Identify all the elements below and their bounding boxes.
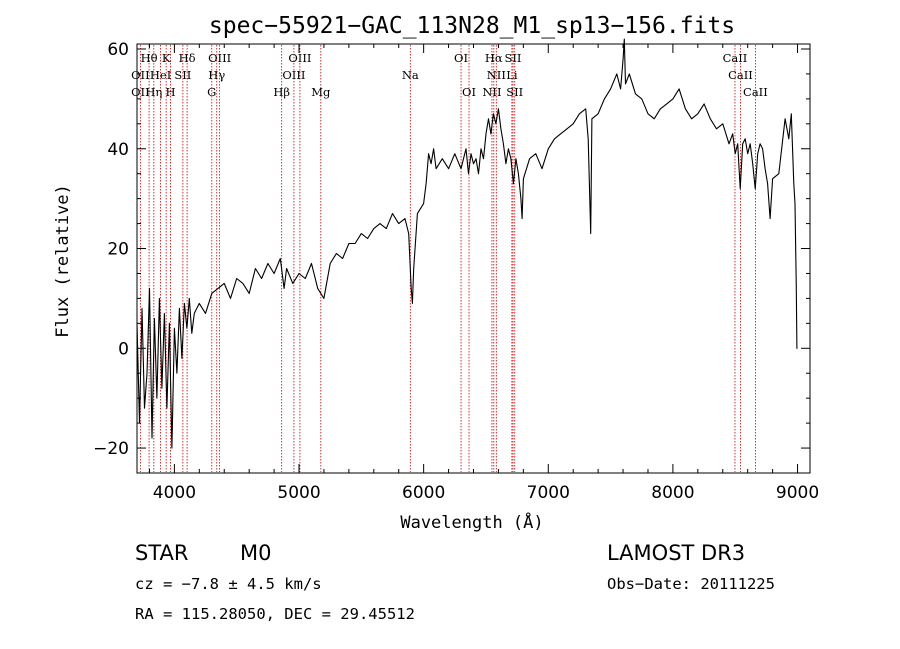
line-label: CaII xyxy=(728,68,753,82)
line-label: OI xyxy=(462,85,476,99)
series-layer xyxy=(136,38,798,449)
x-axis: 4000 5000 6000 7000 8000 9000 xyxy=(148,44,819,503)
line-label: SII xyxy=(505,51,522,65)
line-label: OII xyxy=(131,85,150,99)
y-axis-label: Flux (relative) xyxy=(53,184,73,338)
survey-name: LAMOST DR3 xyxy=(607,541,745,565)
line-label: OII xyxy=(131,68,150,82)
line-label: Hβ xyxy=(273,85,290,99)
line-label: NII xyxy=(487,68,506,82)
line-label: HeI xyxy=(150,68,171,82)
series-line xyxy=(136,38,798,449)
line-label: Hη xyxy=(145,85,162,99)
line-label: Hγ xyxy=(208,68,225,82)
line-label: Mg xyxy=(311,85,331,99)
redshift-cz: cz = −7.8 ± 4.5 km/s xyxy=(135,575,322,593)
y-tick-label: 40 xyxy=(107,140,129,160)
line-label: CaII xyxy=(743,85,768,99)
chart-title: spec−55921−GAC_113N28_M1_sp13−156.fits xyxy=(209,13,735,39)
line-label: Hθ xyxy=(141,51,158,65)
line-label: CaII xyxy=(723,51,748,65)
line-label: OIII xyxy=(288,51,311,65)
line-label: G xyxy=(207,85,216,99)
y-tick-label: 20 xyxy=(107,240,129,260)
x-tick-label: 7000 xyxy=(527,483,570,503)
x-axis-label: Wavelength (Å) xyxy=(400,511,543,533)
line-label: SII xyxy=(174,68,191,82)
coordinates: RA = 115.28050, DEC = 29.45512 xyxy=(135,605,415,623)
x-tick-label: 8000 xyxy=(651,483,694,503)
x-tick-label: 4000 xyxy=(153,483,196,503)
y-axis: −20 0 20 40 60 xyxy=(93,40,810,474)
line-label: OIII xyxy=(208,51,231,65)
y-tick-label: −20 xyxy=(93,439,129,459)
y-tick-label: 0 xyxy=(118,339,129,359)
x-tick-label: 5000 xyxy=(277,483,320,503)
x-tick-label: 6000 xyxy=(402,483,445,503)
line-label: Na xyxy=(402,68,419,82)
subclass: M0 xyxy=(240,541,271,565)
line-label: Li xyxy=(506,68,518,82)
line-label: Hδ xyxy=(179,51,196,65)
x-tick-label: 9000 xyxy=(776,483,819,503)
line-label: NII xyxy=(482,85,501,99)
observation-date: Obs−Date: 20111225 xyxy=(607,575,775,593)
line-label: OIII xyxy=(282,68,305,82)
line-label: OI xyxy=(454,51,468,65)
object-class: STAR xyxy=(135,541,188,565)
spectral-line-markers xyxy=(139,45,756,472)
line-label: Hα xyxy=(485,51,503,65)
spectral-line-labels: OII OII Hθ Hη HeI K H SII Hδ G Hγ OIII Hβ OIII OIII Mg N… xyxy=(131,51,768,99)
line-label: H xyxy=(166,85,176,99)
line-label: SII xyxy=(506,85,523,99)
y-tick-label: 60 xyxy=(107,40,129,60)
line-label: K xyxy=(162,51,171,65)
